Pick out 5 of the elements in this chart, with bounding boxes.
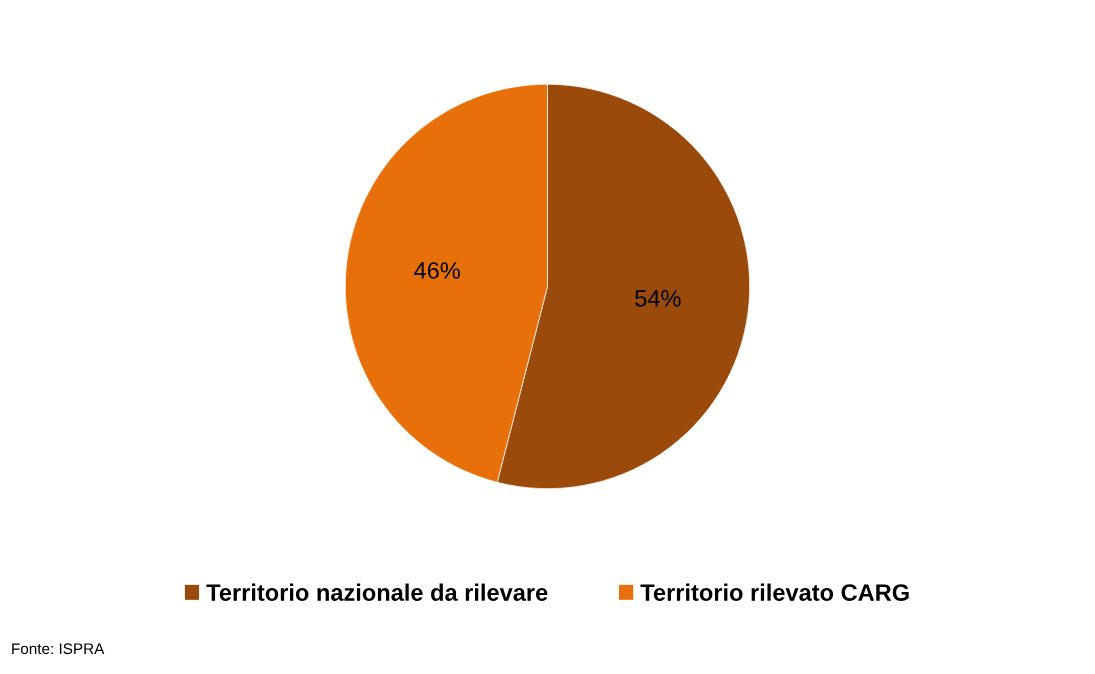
legend-label: Territorio nazionale da rilevare [206, 583, 548, 601]
legend-label: Territorio rilevato CARG [640, 583, 909, 601]
source-note: Fonte: ISPRA [12, 643, 105, 655]
data-label: 54% [635, 290, 681, 307]
data-label: 46% [414, 262, 460, 279]
